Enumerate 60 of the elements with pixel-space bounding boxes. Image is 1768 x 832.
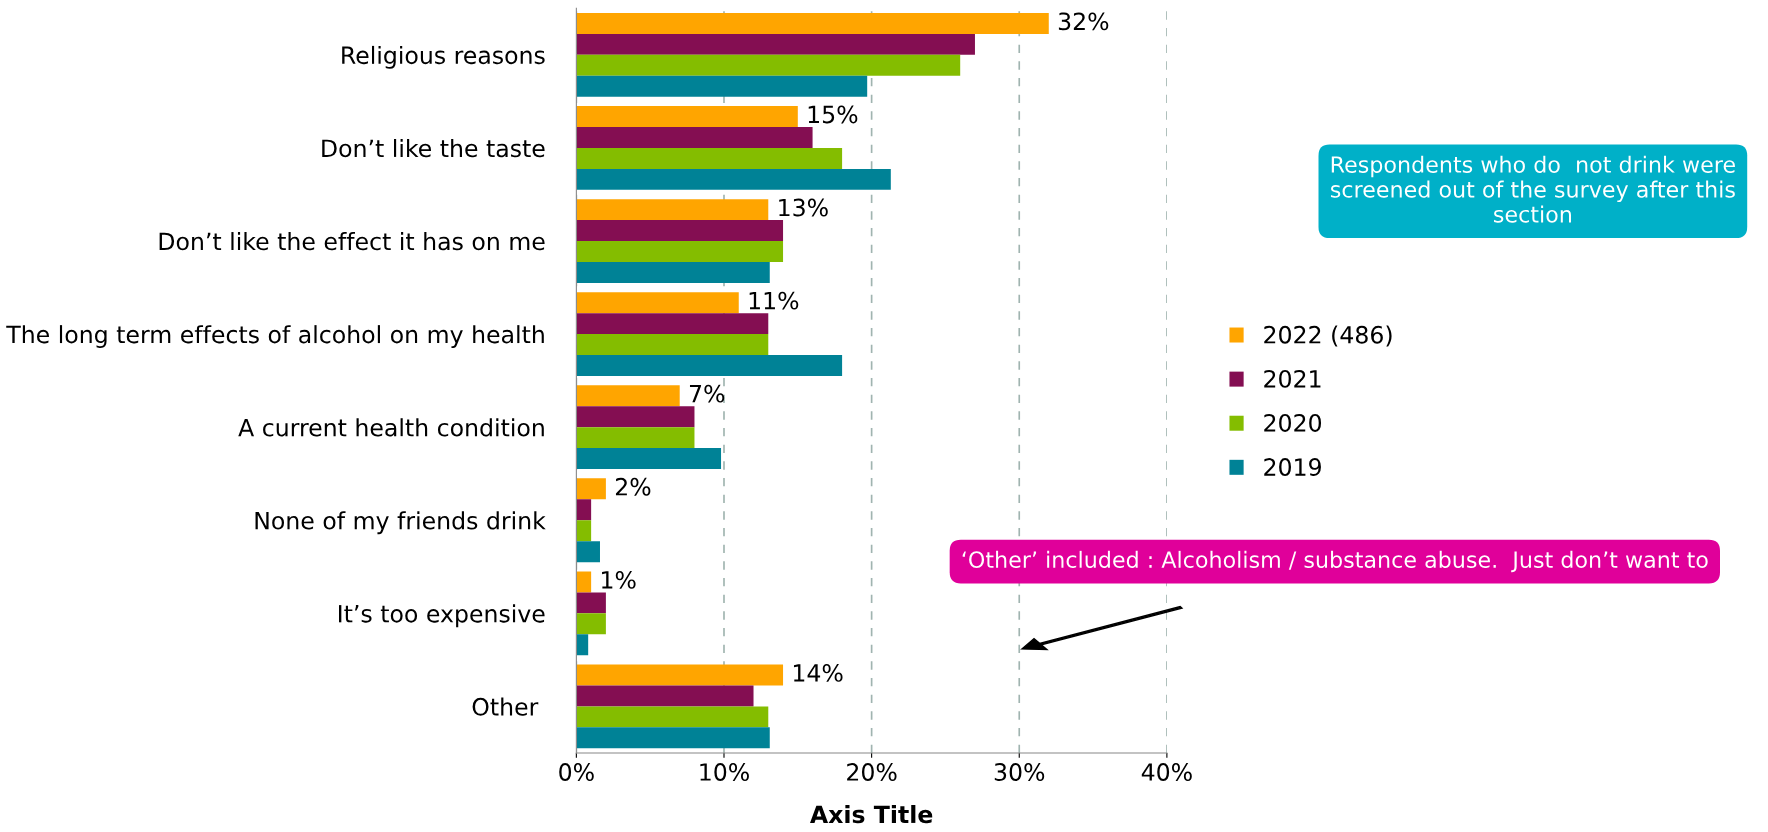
y-tick-label: Religious reasons	[342, 45, 545, 69]
legend-label: 2019	[1264, 458, 1321, 476]
bar	[576, 292, 739, 314]
bar	[576, 478, 606, 500]
bar	[576, 541, 600, 563]
data-label: 14%	[793, 664, 843, 682]
data-label: 1%	[602, 570, 636, 589]
data-label: 11%	[749, 291, 799, 310]
bar	[576, 168, 891, 190]
bar	[576, 147, 843, 169]
bar	[576, 634, 589, 656]
bar	[576, 355, 843, 376]
annotation: ‘Other’ included : Alcoholism / substance abuse. Just don’t want to	[962, 550, 1708, 573]
data-label: 2%	[615, 477, 651, 496]
bar	[576, 33, 975, 55]
bar	[576, 448, 722, 470]
bar	[576, 664, 784, 686]
bar	[576, 75, 868, 97]
legend-label: 2022 (486)	[1264, 325, 1392, 347]
bar	[576, 54, 961, 76]
x-tick-label: 20%	[847, 763, 897, 781]
y-tick-label: Don’t like the effect it has on me	[159, 232, 545, 251]
data-label: 7%	[689, 384, 725, 403]
data-label: 13%	[779, 198, 828, 217]
bar	[576, 406, 695, 428]
bar	[576, 261, 770, 283]
legend-label: 2020	[1264, 414, 1322, 432]
bar	[576, 12, 1049, 34]
text: Respondents who do not drink were screened out of the survey after this section	[1330, 155, 1735, 223]
y-tick-label: The long term effects of alcohol on my health	[6, 325, 544, 348]
bar	[576, 241, 784, 262]
y-tick-label: Other	[472, 697, 539, 716]
x-axis-title: Axis Title	[810, 804, 933, 824]
bar	[576, 499, 592, 521]
x-tick-label: 30%	[994, 763, 1045, 781]
bar	[576, 127, 813, 148]
bar	[576, 385, 680, 407]
legend-label: 2021	[1264, 369, 1321, 388]
bar	[576, 313, 769, 335]
data-label: 15%	[808, 105, 858, 124]
bar	[576, 334, 769, 356]
bar	[576, 199, 769, 221]
x-tick-label: 0%	[559, 763, 594, 781]
bar	[576, 592, 606, 614]
bar	[576, 613, 606, 635]
bar	[576, 427, 695, 449]
bar	[576, 520, 592, 542]
y-tick-label: A current health condition	[238, 418, 544, 437]
y-tick-label: None of my friends drink	[255, 511, 546, 535]
bar	[576, 685, 754, 707]
x-tick-label: 40%	[1141, 763, 1192, 781]
bar	[576, 706, 769, 728]
bar	[576, 220, 784, 242]
bar	[576, 571, 592, 593]
data-label: 32%	[1058, 12, 1109, 31]
y-tick-label: It’s too expensive	[339, 604, 545, 628]
bar	[576, 727, 770, 749]
bar	[576, 106, 798, 127]
x-tick-label: 10%	[700, 763, 749, 781]
y-tick-label: Don’t like the taste	[322, 138, 545, 158]
